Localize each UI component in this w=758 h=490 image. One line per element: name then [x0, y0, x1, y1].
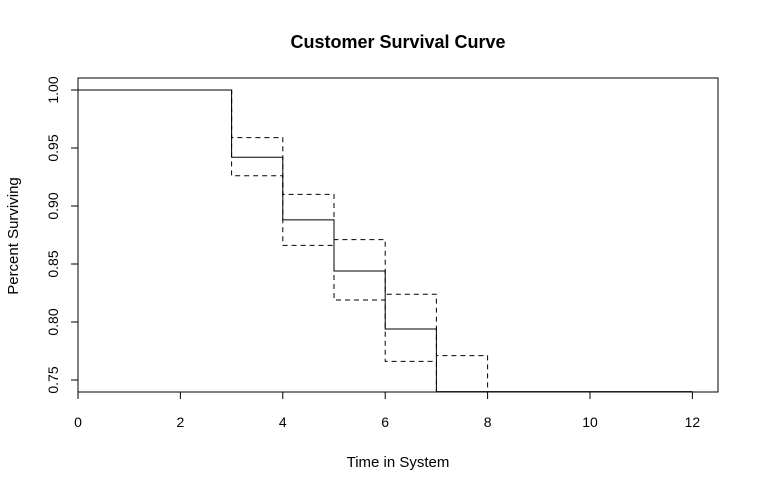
y-tick-label-2: 0.85 — [45, 250, 61, 277]
y-axis: 0.75 0.80 0.85 0.90 0.95 1.00 — [45, 76, 79, 394]
plot-frame — [77, 77, 719, 393]
x-tick-label-5: 10 — [582, 414, 598, 430]
x-tick-label-1: 2 — [177, 414, 185, 430]
series-line-0 — [78, 89, 437, 392]
x-tick-label-3: 6 — [381, 414, 389, 430]
y-tick-label-5: 1.00 — [45, 76, 61, 103]
y-tick-label-0: 0.75 — [45, 366, 61, 393]
x-tick-label-6: 12 — [685, 414, 701, 430]
y-tick-label-4: 0.95 — [45, 134, 61, 161]
x-tick-label-0: 0 — [74, 414, 82, 430]
y-axis-label: Percent Surviving — [5, 177, 22, 295]
y-tick-label-3: 0.90 — [45, 192, 61, 219]
x-tick-label-4: 8 — [484, 414, 492, 430]
y-tick-label-1: 0.80 — [45, 308, 61, 335]
x-axis: 0 2 4 6 8 10 12 — [74, 391, 701, 430]
series-line-2 — [78, 89, 437, 392]
plot-lines — [78, 89, 693, 393]
chart-title: Customer Survival Curve — [290, 32, 505, 52]
x-axis-label: Time in System — [347, 454, 450, 471]
x-tick-label-2: 4 — [279, 414, 287, 430]
